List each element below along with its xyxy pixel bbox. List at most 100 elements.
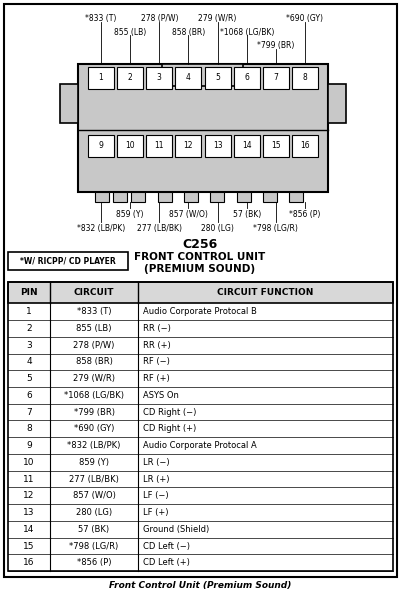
Text: *832 (LB/PK): *832 (LB/PK) <box>67 441 121 450</box>
Text: 4: 4 <box>26 358 32 366</box>
Text: 57 (BK): 57 (BK) <box>233 210 261 219</box>
Text: *833 (T): *833 (T) <box>77 307 111 316</box>
Bar <box>237 192 251 202</box>
Text: 14: 14 <box>242 141 251 150</box>
Bar <box>210 192 224 202</box>
Text: 16: 16 <box>300 141 310 150</box>
Text: 280 (LG): 280 (LG) <box>201 224 234 232</box>
Text: 12: 12 <box>23 491 35 500</box>
Text: 859 (Y): 859 (Y) <box>116 210 144 219</box>
Bar <box>234 135 260 156</box>
Text: ASYS On: ASYS On <box>143 391 179 400</box>
Text: 279 (W/R): 279 (W/R) <box>198 14 237 23</box>
Text: 10: 10 <box>126 141 135 150</box>
Text: 9: 9 <box>99 141 103 150</box>
Text: CIRCUIT: CIRCUIT <box>74 288 114 297</box>
Bar <box>146 135 172 156</box>
Text: 1: 1 <box>26 307 32 316</box>
Text: PIN: PIN <box>20 288 38 297</box>
Text: *799 (BR): *799 (BR) <box>257 41 295 50</box>
Text: *690 (GY): *690 (GY) <box>286 14 324 23</box>
Text: 8: 8 <box>303 73 308 82</box>
Text: 857 (W/O): 857 (W/O) <box>73 491 115 500</box>
Bar <box>162 64 243 86</box>
Text: 2: 2 <box>128 73 132 82</box>
Bar <box>184 192 198 202</box>
Text: 278 (P/W): 278 (P/W) <box>140 14 178 23</box>
Text: 9: 9 <box>26 441 32 450</box>
Text: CD Left (−): CD Left (−) <box>143 542 190 550</box>
Bar <box>292 135 318 156</box>
Bar <box>8 281 393 571</box>
Text: 855 (LB): 855 (LB) <box>114 28 146 37</box>
Text: 13: 13 <box>213 141 223 150</box>
Text: RF (−): RF (−) <box>143 358 170 366</box>
Text: *833 (T): *833 (T) <box>85 14 117 23</box>
Text: 10: 10 <box>23 458 35 467</box>
Bar <box>175 135 201 156</box>
Text: 15: 15 <box>271 141 281 150</box>
Text: 14: 14 <box>23 525 35 534</box>
Text: LR (+): LR (+) <box>143 474 170 484</box>
Text: 3: 3 <box>157 73 162 82</box>
Text: LR (−): LR (−) <box>143 458 170 467</box>
Text: 6: 6 <box>244 73 249 82</box>
Text: 279 (W/R): 279 (W/R) <box>73 374 115 383</box>
Bar <box>263 135 289 156</box>
Text: 857 (W/O): 857 (W/O) <box>169 210 208 219</box>
Bar <box>263 192 277 202</box>
Text: 7: 7 <box>273 73 278 82</box>
Text: RR (+): RR (+) <box>143 340 171 350</box>
Text: Audio Corporate Protocal B: Audio Corporate Protocal B <box>143 307 257 316</box>
Text: FRONT CONTROL UNIT: FRONT CONTROL UNIT <box>134 252 265 262</box>
Text: Ground (Shield): Ground (Shield) <box>143 525 209 534</box>
Text: RR (−): RR (−) <box>143 324 171 333</box>
Text: 2: 2 <box>26 324 32 333</box>
Text: 3: 3 <box>26 340 32 350</box>
Text: 13: 13 <box>23 508 35 517</box>
Text: 5: 5 <box>215 73 220 82</box>
Text: *832 (LB/PK): *832 (LB/PK) <box>77 224 125 232</box>
Text: 4: 4 <box>186 73 191 82</box>
Text: 858 (BR): 858 (BR) <box>75 358 112 366</box>
Bar <box>175 67 201 88</box>
Text: 11: 11 <box>23 474 35 484</box>
Text: 277 (LB/BK): 277 (LB/BK) <box>137 224 182 232</box>
Text: LF (−): LF (−) <box>143 491 169 500</box>
Text: 280 (LG): 280 (LG) <box>76 508 112 517</box>
Bar <box>263 67 289 88</box>
Bar <box>78 64 328 192</box>
Text: 6: 6 <box>26 391 32 400</box>
Bar <box>205 67 231 88</box>
Text: 5: 5 <box>26 374 32 383</box>
Text: LF (+): LF (+) <box>143 508 168 517</box>
Text: 8: 8 <box>26 424 32 434</box>
Bar <box>88 67 114 88</box>
Bar <box>117 135 143 156</box>
Text: (PREMIUM SOUND): (PREMIUM SOUND) <box>144 264 255 274</box>
Bar <box>88 135 114 156</box>
Text: *799 (BR): *799 (BR) <box>73 408 115 417</box>
Text: RF (+): RF (+) <box>143 374 170 383</box>
Bar <box>131 192 145 202</box>
Bar <box>60 84 78 123</box>
Text: Audio Corporate Protocal A: Audio Corporate Protocal A <box>143 441 257 450</box>
Text: 858 (BR): 858 (BR) <box>172 28 205 37</box>
Text: CD Right (−): CD Right (−) <box>143 408 196 417</box>
Bar <box>8 281 393 303</box>
Text: CD Right (+): CD Right (+) <box>143 424 196 434</box>
Text: 1: 1 <box>99 73 103 82</box>
Bar <box>328 84 346 123</box>
Text: 15: 15 <box>23 542 35 550</box>
Text: 278 (P/W): 278 (P/W) <box>73 340 115 350</box>
Text: C256: C256 <box>182 238 218 251</box>
Text: Front Control Unit (Premium Sound): Front Control Unit (Premium Sound) <box>109 581 291 590</box>
Bar <box>117 67 143 88</box>
Bar <box>205 135 231 156</box>
Bar <box>234 67 260 88</box>
Text: 859 (Y): 859 (Y) <box>79 458 109 467</box>
Text: 57 (BK): 57 (BK) <box>79 525 109 534</box>
Bar <box>95 192 109 202</box>
Bar <box>113 192 127 202</box>
Text: 7: 7 <box>26 408 32 417</box>
